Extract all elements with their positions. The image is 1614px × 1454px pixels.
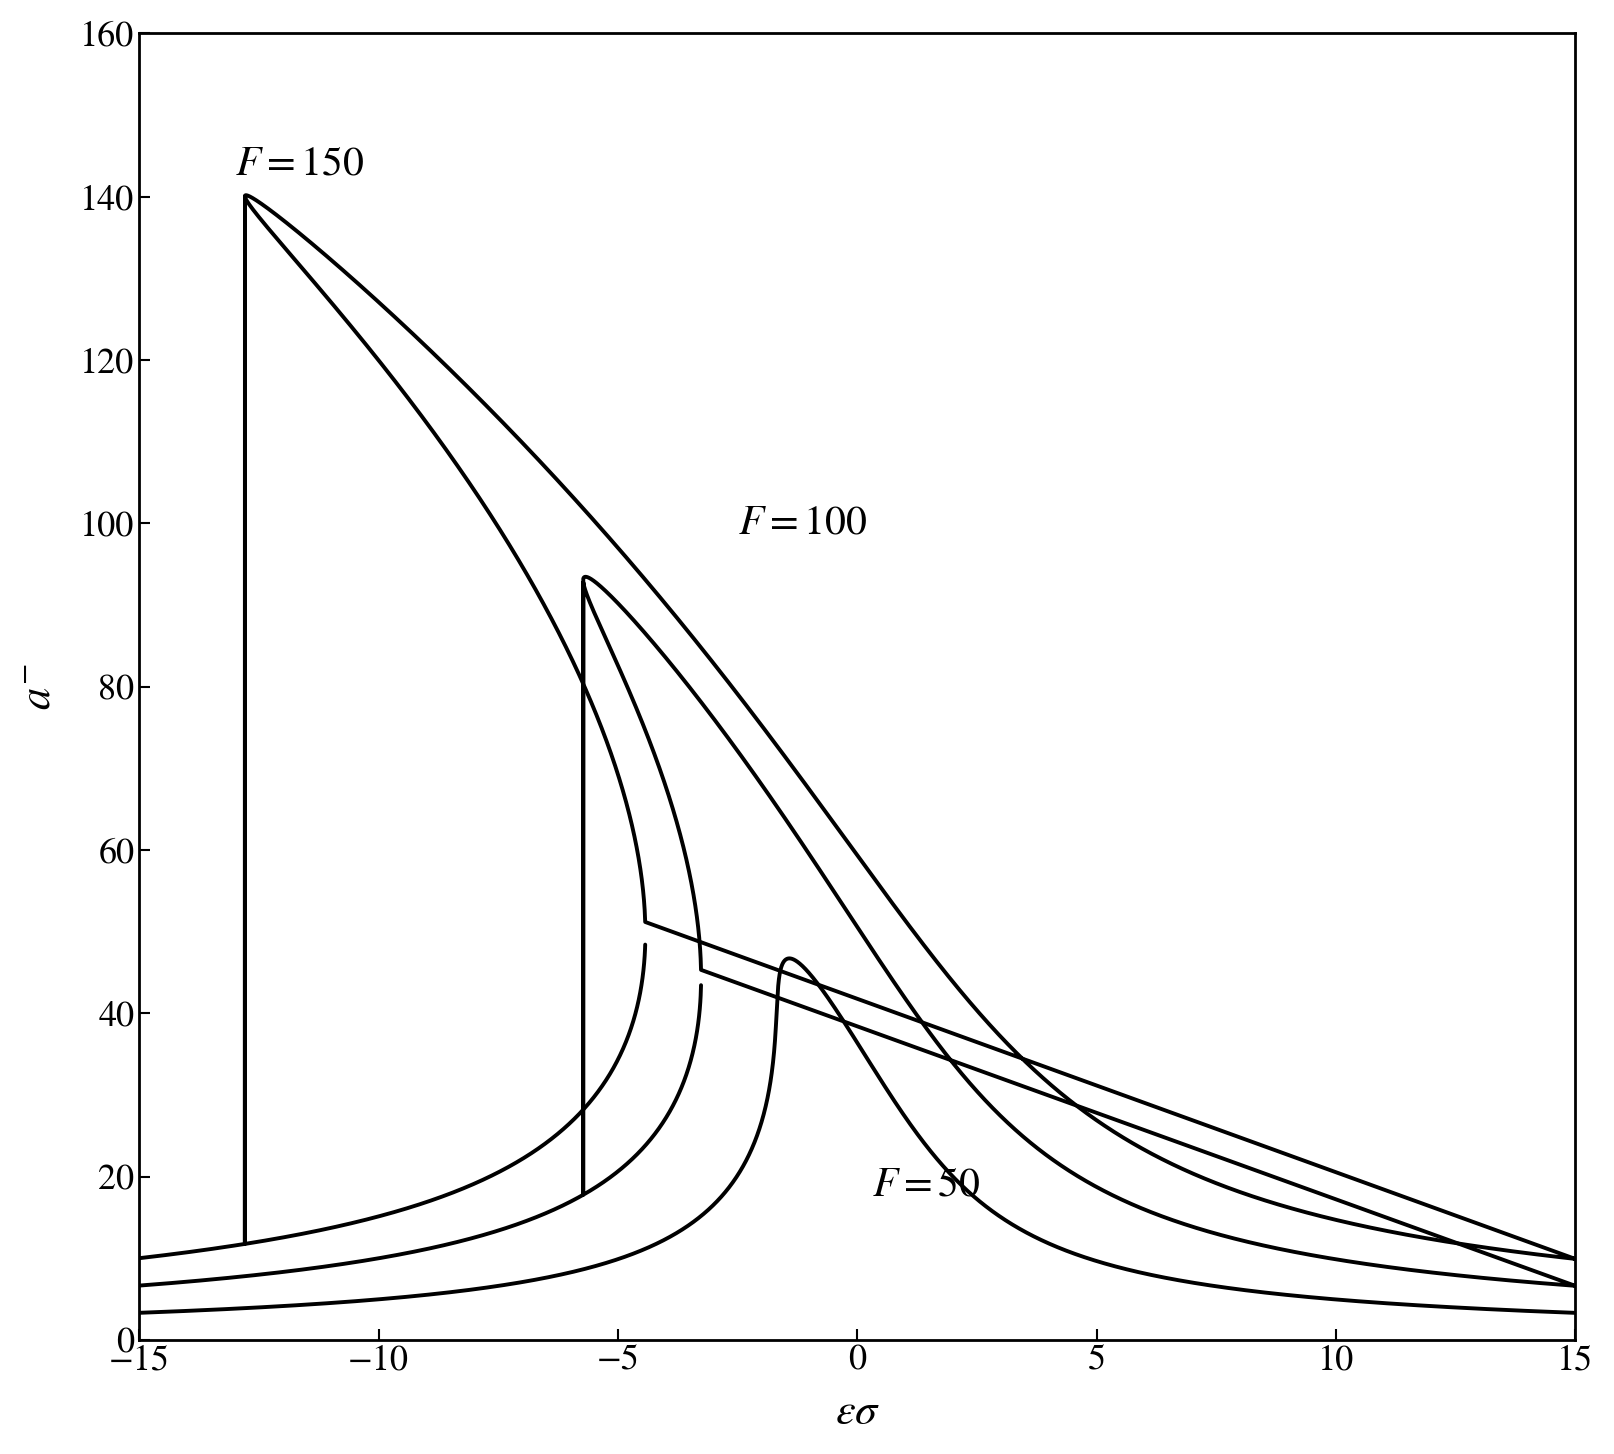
Y-axis label: $a^{-}$: $a^{-}$ — [21, 663, 60, 710]
Text: $F = 150$: $F = 150$ — [236, 144, 365, 183]
Text: $F = 50$: $F = 50$ — [872, 1166, 980, 1204]
X-axis label: $\varepsilon\sigma$: $\varepsilon\sigma$ — [834, 1394, 880, 1434]
Text: $F = 100$: $F = 100$ — [738, 505, 867, 542]
